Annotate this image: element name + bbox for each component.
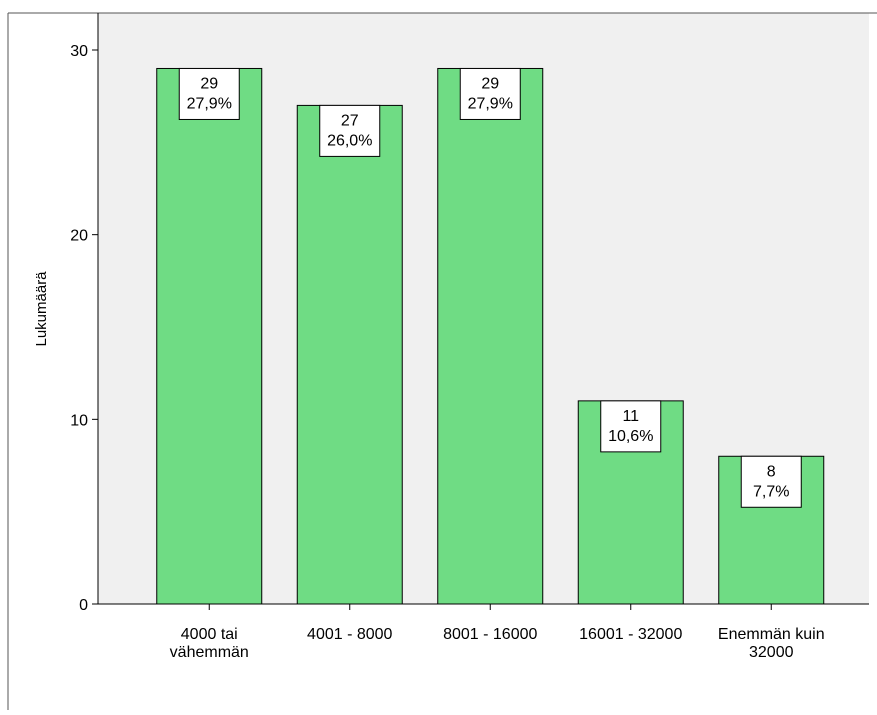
- data-labels-layer: 29 27,9% 27 26,0% 29 27,9% 11 10,6% 8 7,7%: [178, 67, 802, 508]
- x-tick-label: 4001 - 8000: [307, 626, 393, 643]
- data-label-box: [178, 67, 240, 120]
- data-label-percent: 26,0%: [327, 132, 372, 149]
- x-tick-label: 32000: [749, 644, 794, 661]
- data-label-box: [600, 400, 662, 453]
- bar: [296, 104, 403, 605]
- data-label-count: 8: [767, 463, 776, 480]
- data-label-box: [319, 104, 381, 157]
- data-label-count: 29: [481, 75, 499, 92]
- x-tick-label: 16001 - 32000: [579, 626, 682, 643]
- y-tick-label: 10: [70, 412, 88, 429]
- data-label-count: 29: [200, 75, 218, 92]
- data-label-box: [459, 67, 521, 120]
- x-tick-label: 8001 - 16000: [443, 626, 537, 643]
- data-label-percent: 7,7%: [753, 483, 789, 500]
- data-label-count: 27: [341, 112, 359, 129]
- data-label-box: [740, 455, 802, 508]
- x-tick-label: vähemmän: [170, 644, 249, 661]
- y-tick-label: 0: [79, 597, 88, 614]
- x-tick-label: 4000 tai: [181, 626, 238, 643]
- y-tick-label: 30: [70, 43, 88, 60]
- bar: [156, 67, 263, 605]
- y-axis-label: Lukumäärä: [33, 271, 50, 347]
- data-label-percent: 27,9%: [187, 95, 232, 112]
- bars-layer: [156, 67, 825, 605]
- data-label-percent: 27,9%: [468, 95, 513, 112]
- data-label-percent: 10,6%: [608, 428, 653, 445]
- bar: [437, 67, 544, 605]
- data-label-count: 11: [622, 408, 639, 425]
- x-tick-label: Enemmän kuin: [718, 626, 825, 643]
- y-tick-label: 20: [70, 228, 88, 245]
